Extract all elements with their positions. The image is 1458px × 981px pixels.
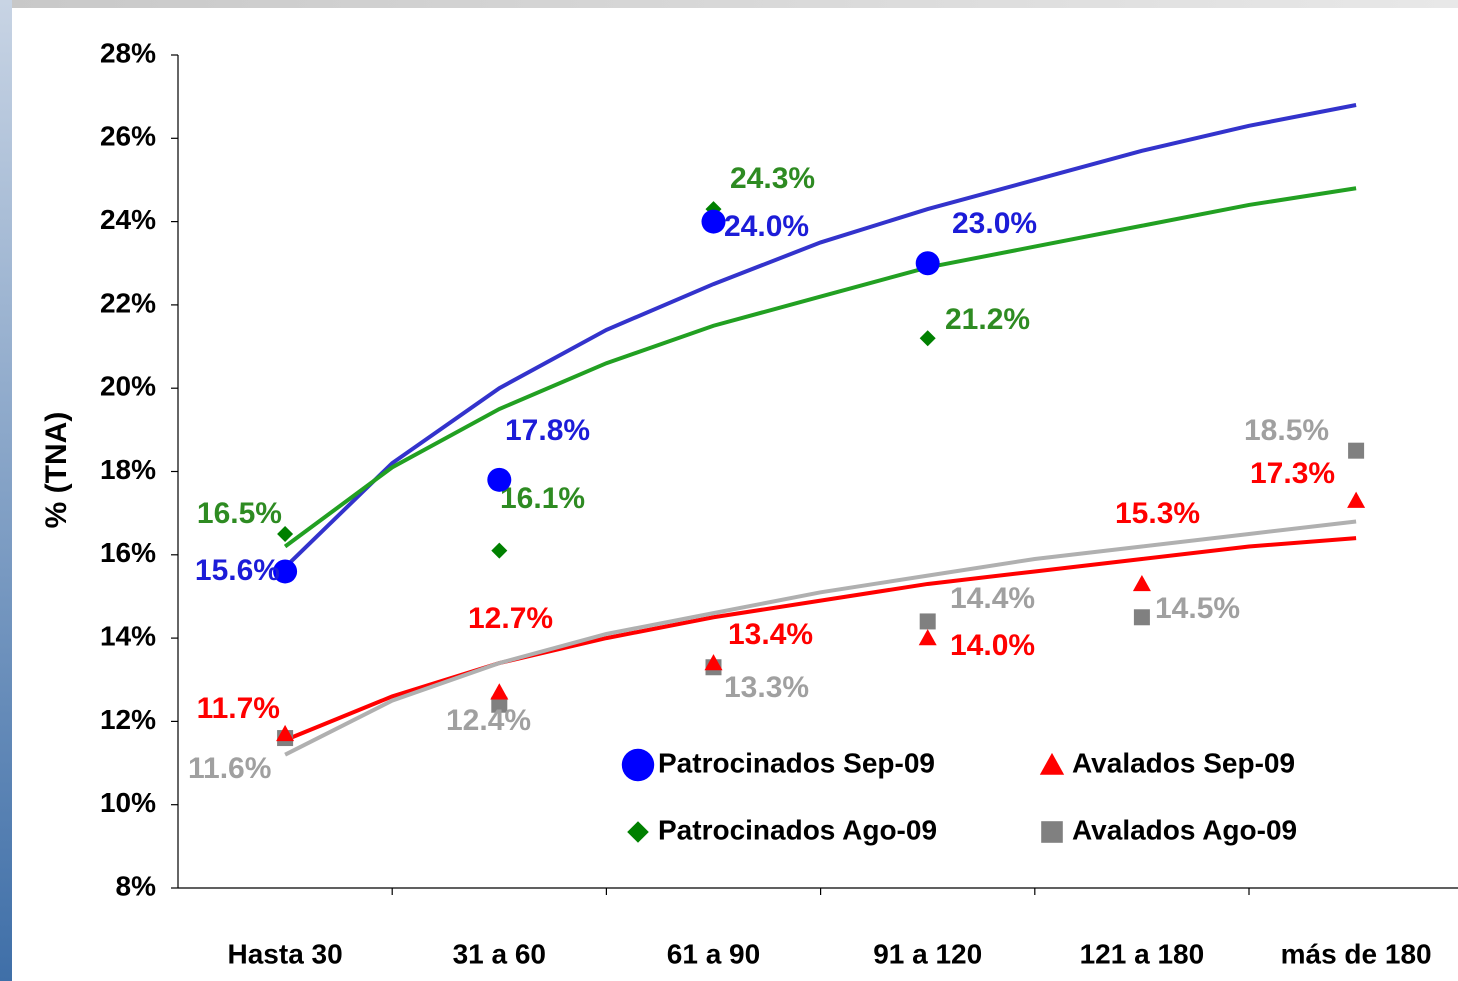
marker-circle — [487, 467, 512, 492]
data-label: 17.8% — [505, 414, 590, 447]
data-label: 15.3% — [1115, 497, 1200, 530]
data-label: 11.7% — [197, 692, 280, 725]
marker-circle — [701, 209, 726, 234]
data-label: 24.0% — [724, 210, 809, 243]
marker-triangle — [276, 724, 295, 742]
data-label: 14.0% — [950, 629, 1035, 662]
trendline — [284, 519, 1357, 757]
marker-square — [1348, 442, 1365, 459]
marker-triangle — [918, 629, 937, 646]
marker-triangle — [704, 654, 723, 671]
data-label: 23.0% — [952, 207, 1037, 240]
x-tick-label: Hasta 30 — [228, 938, 343, 969]
marker-triangle — [490, 683, 509, 700]
legend-label: Avalados Ago-09 — [1072, 814, 1297, 845]
data-label: 15.6% — [195, 554, 280, 587]
y-axis-label: % (TNA) — [40, 412, 73, 529]
data-label: 12.4% — [446, 704, 531, 737]
y-tick-label: 22% — [100, 287, 156, 318]
data-label: 14.5% — [1155, 592, 1240, 625]
top-strip — [0, 0, 1458, 8]
y-tick-label: 12% — [100, 704, 156, 735]
data-label: 11.6% — [188, 752, 271, 785]
data-label: 12.7% — [468, 602, 553, 635]
legend-label: Patrocinados Ago-09 — [658, 814, 937, 845]
data-label: 14.4% — [950, 582, 1035, 615]
x-tick-label: 31 a 60 — [453, 938, 546, 969]
y-tick-label: 10% — [100, 787, 156, 818]
y-tick-label: 24% — [100, 204, 156, 235]
marker-diamond — [491, 542, 508, 559]
marker-circle — [273, 559, 298, 584]
left-strip — [0, 0, 12, 981]
legend-marker — [1039, 752, 1065, 775]
data-label: 17.3% — [1250, 457, 1335, 490]
data-label: 13.3% — [724, 671, 809, 704]
legend-label: Avalados Sep-09 — [1072, 747, 1295, 778]
y-tick-label: 18% — [100, 454, 156, 485]
marker-square — [491, 696, 508, 713]
legend-marker — [1041, 821, 1063, 843]
marker-diamond — [919, 330, 936, 347]
marker-triangle — [1347, 491, 1366, 508]
y-tick-label: 28% — [100, 37, 156, 68]
trendline — [283, 103, 1357, 569]
data-label: 24.3% — [730, 162, 815, 195]
marker-diamond — [277, 525, 294, 542]
y-tick-label: 16% — [100, 537, 156, 568]
marker-square — [919, 613, 936, 630]
marker-circle — [915, 251, 940, 276]
data-label: 21.2% — [945, 303, 1030, 336]
marker-square — [1133, 609, 1150, 626]
data-label: 18.5% — [1244, 414, 1329, 447]
x-tick-label: 61 a 90 — [667, 938, 760, 969]
y-tick-label: 8% — [116, 870, 157, 901]
x-tick-label: 121 a 180 — [1080, 938, 1205, 969]
y-tick-label: 14% — [100, 620, 156, 651]
y-tick-label: 20% — [100, 371, 156, 402]
legend-marker — [621, 748, 655, 782]
data-label: 16.1% — [500, 482, 585, 515]
x-tick-label: 91 a 120 — [873, 938, 982, 969]
marker-triangle — [1132, 574, 1151, 592]
data-label: 16.5% — [197, 497, 282, 530]
trendline — [283, 186, 1357, 549]
legend-marker — [627, 821, 649, 843]
legend-label: Patrocinados Sep-09 — [658, 747, 935, 778]
x-tick-label: más de 180 — [1281, 938, 1432, 969]
data-label: 13.4% — [728, 618, 813, 651]
y-tick-label: 26% — [100, 121, 156, 152]
